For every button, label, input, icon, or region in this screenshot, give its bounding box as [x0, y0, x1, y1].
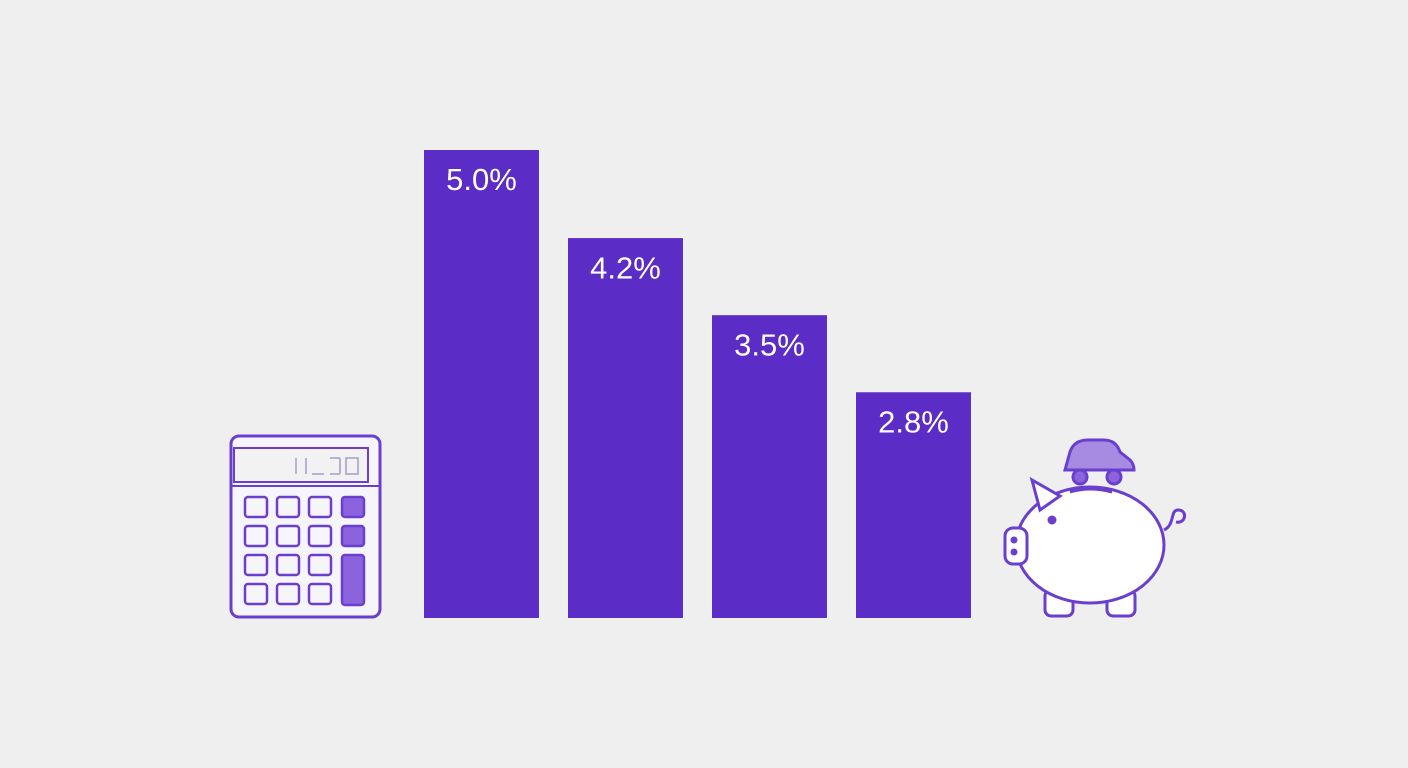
value-label: 2.8%	[878, 404, 949, 439]
calculator-icon	[229, 434, 382, 619]
piggy-bank-icon	[1003, 438, 1186, 618]
value-label: 4.2%	[590, 250, 661, 285]
bar	[424, 150, 539, 618]
bar	[712, 315, 827, 618]
bar	[856, 392, 971, 618]
value-label: 5.0%	[446, 162, 517, 197]
value-label: 3.5%	[734, 327, 805, 362]
bar	[568, 238, 683, 618]
